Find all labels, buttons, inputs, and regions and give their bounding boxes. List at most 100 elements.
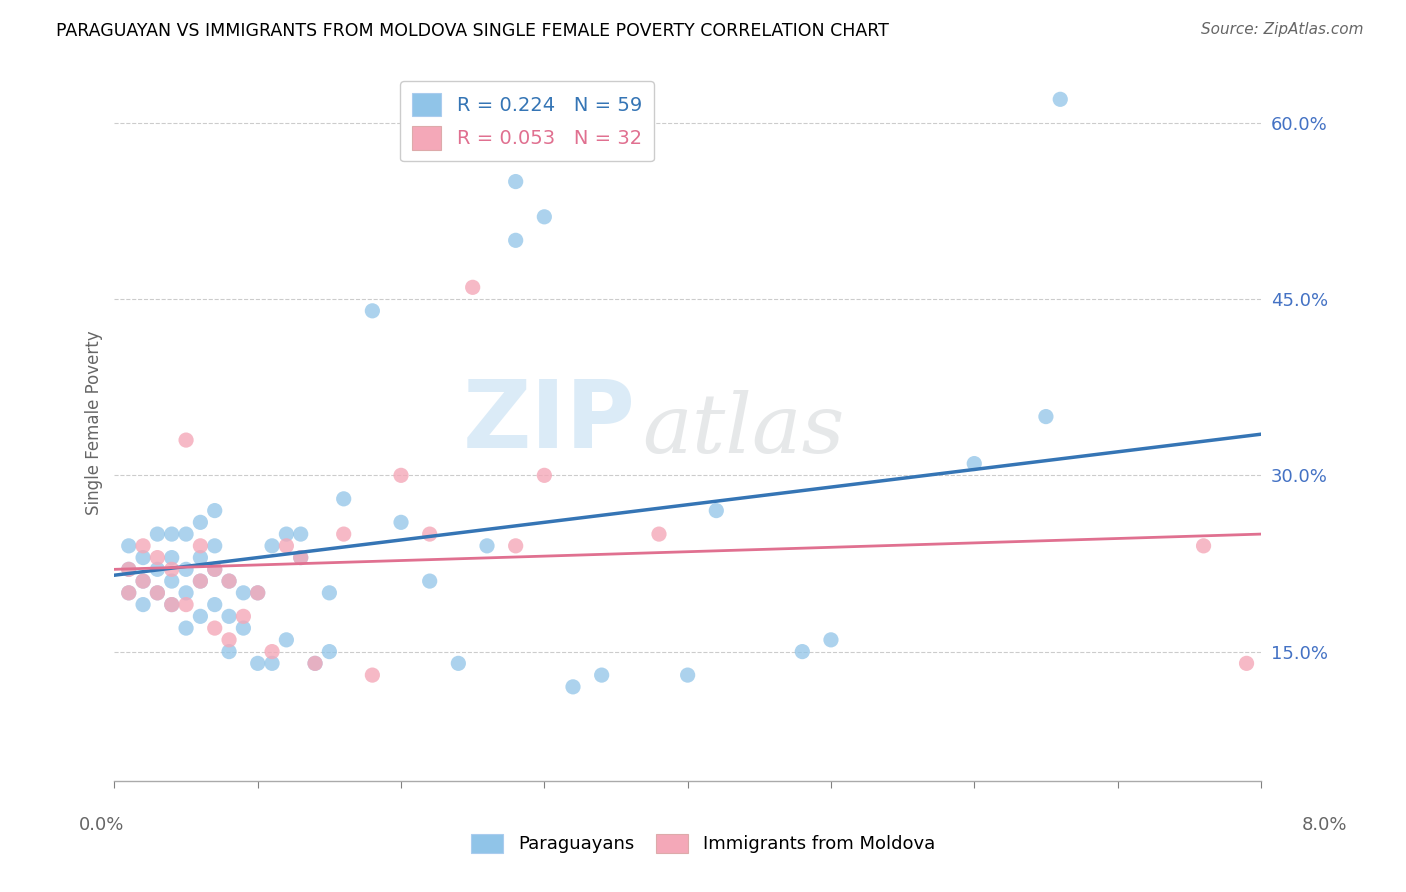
Point (132, 574, 155, 588)
Point (419, 527, 441, 541)
Point (174, 433, 197, 447)
Point (820, 632, 842, 647)
Point (118, 562, 141, 576)
Point (174, 562, 197, 576)
Text: 0.0%: 0.0% (79, 816, 124, 834)
Point (160, 574, 183, 588)
Point (533, 210, 555, 224)
Point (290, 550, 312, 565)
Point (160, 598, 183, 612)
Point (704, 503, 727, 517)
Point (118, 562, 141, 576)
Point (232, 586, 254, 600)
Point (562, 680, 585, 694)
Point (204, 598, 226, 612)
Point (246, 586, 269, 600)
Point (146, 586, 169, 600)
Point (505, 233, 527, 247)
Point (190, 550, 212, 565)
Point (1192, 539, 1215, 553)
Text: Source: ZipAtlas.com: Source: ZipAtlas.com (1201, 22, 1364, 37)
Point (132, 598, 155, 612)
Text: atlas: atlas (641, 390, 844, 469)
Point (361, 303, 384, 318)
Point (461, 280, 484, 294)
Point (204, 562, 226, 576)
Point (204, 503, 226, 517)
Point (246, 657, 269, 671)
Point (146, 550, 169, 565)
Point (318, 644, 340, 658)
Point (190, 574, 212, 588)
Point (132, 550, 155, 565)
Point (174, 621, 197, 635)
Point (304, 657, 326, 671)
Point (963, 457, 986, 471)
Point (1236, 657, 1258, 671)
Point (304, 657, 326, 671)
Point (132, 539, 155, 553)
Point (118, 586, 141, 600)
Point (218, 574, 240, 588)
Point (332, 527, 354, 541)
Point (190, 574, 212, 588)
Point (174, 527, 197, 541)
Point (146, 586, 169, 600)
Point (792, 644, 814, 658)
Point (419, 574, 441, 588)
Point (389, 516, 412, 530)
Point (218, 632, 240, 647)
Point (533, 468, 555, 483)
Point (389, 468, 412, 483)
Point (160, 562, 183, 576)
Point (260, 657, 283, 671)
Point (648, 527, 671, 541)
Point (276, 527, 298, 541)
Point (232, 609, 254, 624)
Point (676, 668, 699, 682)
Point (160, 550, 183, 565)
Point (318, 586, 340, 600)
Point (218, 609, 240, 624)
Point (160, 598, 183, 612)
Y-axis label: Single Female Poverty: Single Female Poverty (86, 330, 103, 515)
Point (276, 632, 298, 647)
Point (505, 175, 527, 189)
Point (232, 621, 254, 635)
Legend: Paraguayans, Immigrants from Moldova: Paraguayans, Immigrants from Moldova (464, 827, 942, 861)
Point (204, 539, 226, 553)
Point (332, 491, 354, 506)
Point (1049, 92, 1071, 106)
Point (260, 644, 283, 658)
Point (174, 586, 197, 600)
Point (361, 668, 384, 682)
Point (174, 598, 197, 612)
Point (146, 527, 169, 541)
Point (591, 668, 613, 682)
Point (190, 539, 212, 553)
Point (160, 527, 183, 541)
Point (1035, 409, 1057, 424)
Point (218, 644, 240, 658)
Point (190, 609, 212, 624)
Text: PARAGUAYAN VS IMMIGRANTS FROM MOLDOVA SINGLE FEMALE POVERTY CORRELATION CHART: PARAGUAYAN VS IMMIGRANTS FROM MOLDOVA SI… (56, 22, 889, 40)
Point (204, 562, 226, 576)
Point (290, 550, 312, 565)
Point (246, 586, 269, 600)
Legend: R = 0.224   N = 59, R = 0.053   N = 32: R = 0.224 N = 59, R = 0.053 N = 32 (401, 81, 654, 161)
Point (204, 621, 226, 635)
Text: ZIP: ZIP (463, 376, 636, 468)
Point (218, 574, 240, 588)
Point (146, 562, 169, 576)
Point (190, 516, 212, 530)
Point (118, 539, 141, 553)
Point (475, 539, 498, 553)
Point (132, 574, 155, 588)
Point (276, 539, 298, 553)
Point (290, 527, 312, 541)
Point (505, 539, 527, 553)
Point (118, 586, 141, 600)
Text: 8.0%: 8.0% (1302, 816, 1347, 834)
Point (260, 539, 283, 553)
Point (447, 657, 470, 671)
